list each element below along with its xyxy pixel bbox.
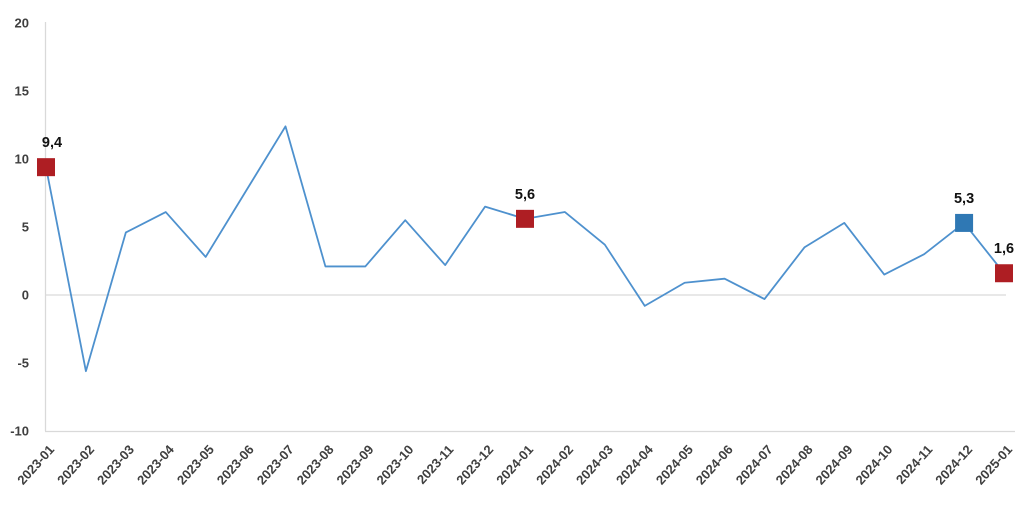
x-tick-label: 2024-10 [852, 442, 895, 487]
x-tick-label: 2024-04 [613, 441, 657, 487]
x-tick-label: 2024-12 [932, 442, 975, 487]
x-tick-label: 2023-10 [373, 442, 416, 487]
x-tick-label: 2023-01 [14, 442, 57, 487]
x-tick-label: 2023-06 [214, 442, 257, 487]
x-tick-label: 2024-06 [693, 442, 736, 487]
highlight-marker [37, 158, 55, 177]
x-tick-label: 2023-11 [414, 442, 457, 487]
x-tick-label: 2025-01 [972, 442, 1015, 487]
data-label: 5,3 [954, 191, 974, 207]
x-tick-label: 2023-07 [254, 442, 297, 487]
data-label: 5,6 [515, 187, 535, 203]
y-tick-label: 0 [22, 288, 29, 303]
x-tick-label: 2023-04 [134, 441, 178, 487]
x-tick-label: 2024-08 [773, 442, 816, 487]
x-tick-label: 2023-09 [333, 442, 376, 487]
x-tick-label: 2023-08 [294, 442, 337, 487]
x-tick-label: 2023-12 [453, 442, 496, 487]
x-tick-label: 2024-05 [653, 442, 696, 487]
highlight-marker [995, 264, 1013, 283]
data-label: 9,4 [42, 135, 62, 151]
y-tick-label: 15 [15, 84, 29, 99]
highlight-marker [516, 209, 534, 228]
y-tick-label: -10 [10, 424, 29, 439]
x-tick-label: 2024-07 [733, 442, 776, 487]
y-tick-label: 5 [22, 220, 29, 235]
x-tick-label: 2023-03 [94, 442, 137, 487]
x-tick-label: 2024-11 [893, 442, 936, 487]
x-tick-label: 2023-05 [174, 442, 217, 487]
data-line [45, 125, 1005, 373]
y-tick-label: 20 [15, 16, 29, 31]
data-label: 1,6 [994, 241, 1014, 257]
y-tick-label: 10 [15, 152, 29, 167]
y-tick-label: -5 [17, 356, 29, 371]
x-tick-label: 2023-02 [54, 442, 97, 487]
x-tick-label: 2024-02 [533, 442, 576, 487]
x-tick-label: 2024-03 [573, 442, 616, 487]
x-tick-label: 2024-09 [812, 442, 855, 487]
x-tick-label: 2024-01 [493, 442, 536, 487]
highlight-marker [955, 213, 974, 232]
